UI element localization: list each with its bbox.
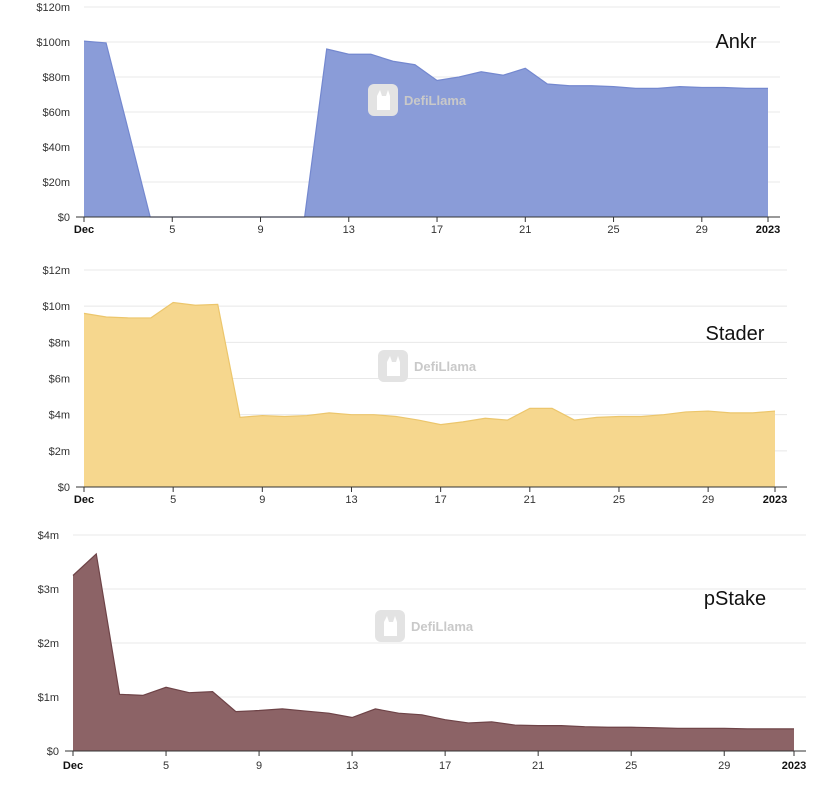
chart-panel-stader: $0 $2m $4m $6m $8m $10m $12m Dec 5 9 13 17 21 25 29 202… — [0, 262, 830, 510]
y-tick-label: $60m — [42, 107, 70, 119]
y-tick-label: $20m — [42, 177, 70, 189]
x-tick-label: 5 — [163, 760, 169, 772]
x-tick-label: 9 — [256, 760, 262, 772]
x-tick-label: 17 — [431, 224, 443, 236]
defillama-watermark: DefiLlama — [375, 610, 474, 642]
x-tick-label: 2023 — [782, 760, 806, 772]
y-tick-label: $2m — [49, 446, 70, 458]
y-tick-label: $6m — [49, 374, 70, 386]
y-tick-label: $100m — [36, 37, 70, 49]
x-tick-label: 25 — [625, 760, 637, 772]
x-tick-label: 13 — [346, 760, 358, 772]
chart-panel-ankr: $0 $20m $40m $60m $80m $100m $120m Dec 5 9 13 17 21 2… — [0, 0, 830, 245]
x-tick-label: 29 — [702, 494, 714, 506]
x-tick-label: 5 — [169, 224, 175, 236]
y-tick-label: $4m — [38, 530, 59, 542]
watermark-text: DefiLlama — [414, 359, 477, 374]
chart-title: Stader — [706, 323, 765, 345]
x-tick-label: 5 — [170, 494, 176, 506]
x-tick-label: 9 — [259, 494, 265, 506]
x-tick-label: 21 — [524, 494, 536, 506]
y-tick-label: $0 — [47, 746, 59, 758]
x-tick-label: 13 — [345, 494, 357, 506]
x-tick-label: 9 — [257, 224, 263, 236]
x-tick-label: Dec — [63, 760, 83, 772]
y-tick-label: $10m — [42, 301, 70, 313]
watermark-text: DefiLlama — [404, 93, 467, 108]
y-tick-label: $3m — [38, 584, 59, 596]
x-tick-label: 17 — [439, 760, 451, 772]
x-tick-label: 29 — [718, 760, 730, 772]
x-tick-label: 2023 — [756, 224, 780, 236]
x-tick-label: 17 — [435, 494, 447, 506]
chart-title: Ankr — [715, 31, 756, 53]
x-tick-label: 25 — [613, 494, 625, 506]
area-chart-ankr: $0 $20m $40m $60m $80m $100m $120m Dec 5 9 13 17 21 2… — [0, 0, 830, 245]
y-tick-label: $0 — [58, 482, 70, 494]
y-tick-label: $120m — [36, 2, 70, 14]
series-area — [84, 303, 775, 487]
y-tick-label: $0 — [58, 212, 70, 224]
x-tick-label: Dec — [74, 494, 94, 506]
y-tick-label: $1m — [38, 692, 59, 704]
y-tick-label: $4m — [49, 410, 70, 422]
x-tick-label: 21 — [532, 760, 544, 772]
x-tick-label: 29 — [696, 224, 708, 236]
y-tick-label: $40m — [42, 142, 70, 154]
defillama-watermark: DefiLlama — [378, 350, 477, 382]
y-tick-label: $80m — [42, 72, 70, 84]
area-chart-pstake: $0 $1m $2m $3m $4m Dec 5 9 13 17 21 25 29 2023 DefiLla… — [0, 526, 830, 787]
x-tick-label: 25 — [607, 224, 619, 236]
x-tick-label: 2023 — [763, 494, 787, 506]
x-tick-label: Dec — [74, 224, 94, 236]
y-tick-label: $8m — [49, 337, 70, 349]
chart-title: pStake — [704, 588, 766, 610]
series-area — [73, 554, 794, 751]
y-tick-label: $12m — [42, 265, 70, 277]
x-tick-label: 21 — [519, 224, 531, 236]
x-tick-label: 13 — [343, 224, 355, 236]
y-tick-label: $2m — [38, 638, 59, 650]
chart-panel-pstake: $0 $1m $2m $3m $4m Dec 5 9 13 17 21 25 29 2023 DefiLla… — [0, 526, 830, 787]
area-chart-stader: $0 $2m $4m $6m $8m $10m $12m Dec 5 9 13 17 21 25 29 202… — [0, 262, 830, 510]
watermark-text: DefiLlama — [411, 619, 474, 634]
series-area — [84, 41, 768, 217]
